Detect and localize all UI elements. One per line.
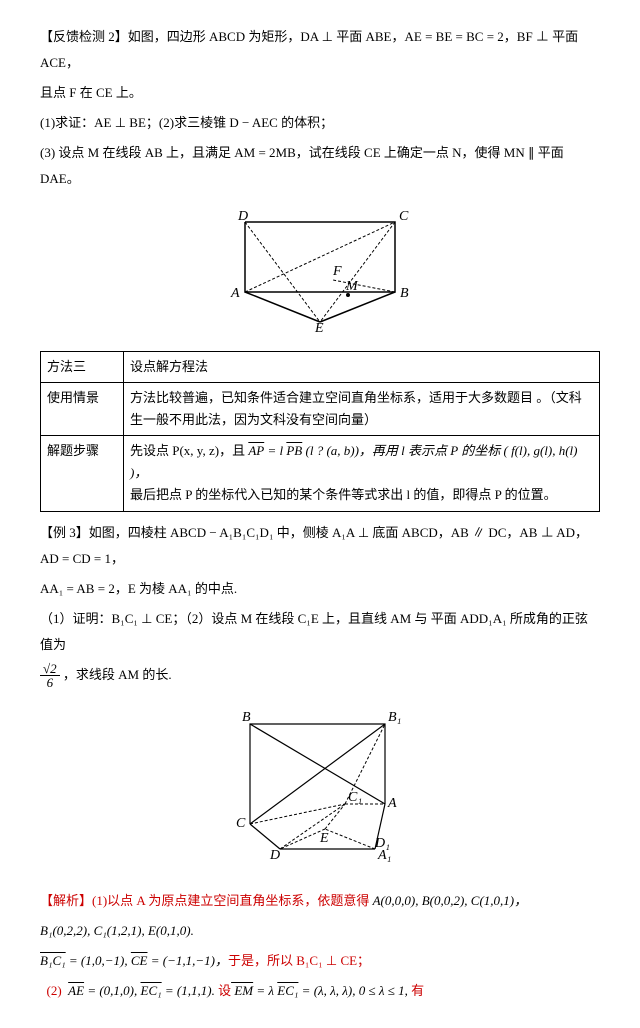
svg-text:B: B [400, 286, 409, 301]
frac-den: 6 [40, 676, 60, 689]
cell-scenario-label: 使用情景 [41, 383, 124, 436]
step-text3: 最后把点 P 的坐标代入已知的某个条件等式求出 l 的值，即得点 P 的位置。 [130, 487, 557, 502]
svg-text:B: B [242, 710, 251, 725]
solution-line2: B₁(0,2,2), C₁(1,2,1), E(0,1,0). [40, 918, 600, 944]
example3-lead2: AA₁ = AB = 2，E 为棱 AA₁ 的中点. [40, 576, 600, 602]
svg-text:D: D [269, 848, 280, 863]
methods-table: 方法三 设点解方程法 使用情景 方法比较普遍，已知条件适合建立空间直角坐标系，适… [40, 351, 600, 512]
table-row: 方法三 设点解方程法 [41, 352, 600, 383]
sol4a: = (0,1,0), [84, 983, 140, 998]
frac-num: √2 [40, 662, 60, 676]
solution-line1: 【解析】(1)以点 A 为原点建立空间直角坐标系，依题意得 A(0,0,0), … [40, 888, 600, 914]
feedback2-q3: (3) 设点 M 在线段 AB 上，且满足 AM = 2MB，试在线段 CE 上… [40, 140, 600, 192]
figure-2: B B₁ C C₁ A A₁ D D₁ E [40, 699, 600, 878]
vec-em: EM [231, 983, 253, 998]
svg-text:F: F [332, 264, 342, 279]
table-row: 解题步骤 先设点 P(x, y, z)，且 AP = l PB (l ? (a,… [41, 436, 600, 511]
sol4c: 设 [218, 983, 231, 998]
svg-text:C: C [236, 816, 246, 831]
svg-text:A: A [230, 286, 240, 301]
svg-text:D₁: D₁ [374, 836, 390, 851]
q2-tail: ，求线段 AM 的长. [63, 667, 172, 682]
svg-text:A: A [387, 796, 397, 811]
sol3b: = (−1,1,−1)， [147, 953, 227, 968]
vec-pb: PB [286, 443, 302, 458]
feedback2-q1: (1)求证：AE ⊥ BE；(2)求三棱锥 D − AEC 的体积； [40, 110, 600, 136]
solution-line4: (2) AE = (0,1,0), EC₁ = (1,1,1). 设 EM = … [40, 978, 600, 1004]
cell-method: 方法三 [41, 352, 124, 383]
cell-steps: 先设点 P(x, y, z)，且 AP = l PB (l ? (a, b))，… [124, 436, 600, 511]
fraction: √2 6 [40, 662, 60, 689]
vec-ap: AP [248, 443, 264, 458]
sol4b: = (1,1,1). [162, 983, 218, 998]
figure-1: D C A B E F M [40, 202, 600, 341]
sol4-lbl: (2) [47, 983, 62, 998]
vec-b1c1: B₁C₁ [40, 953, 66, 968]
sol4d: = λ [253, 983, 277, 998]
cell-steps-label: 解题步骤 [41, 436, 124, 511]
sol3c: 于是，所以 B₁C₁ ⊥ CE； [228, 953, 370, 968]
table-row: 使用情景 方法比较普遍，已知条件适合建立空间直角坐标系，适用于大多数题目 。（文… [41, 383, 600, 436]
example3-lead1: 【例 3】如图，四棱柱 ABCD − A₁B₁C₁D₁ 中，侧棱 A₁A ⊥ 底… [40, 520, 600, 572]
svg-text:D: D [237, 209, 248, 224]
step-eq: = l [267, 443, 286, 458]
svg-text:E: E [314, 321, 324, 332]
sol-red1: 【解析】(1)以点 A 为原点建立空间直角坐标系，依题意得 [40, 893, 369, 908]
solution-line3: B₁C₁ = (1,0,−1), CE = (−1,1,−1)，于是，所以 B₁… [40, 948, 600, 974]
feedback2-lead1: 【反馈检测 2】如图，四边形 ABCD 为矩形，DA ⊥ 平面 ABE，AE =… [40, 24, 600, 76]
cell-method-name: 设点解方程法 [124, 352, 600, 383]
sol4e: = (λ, λ, λ), 0 ≤ λ ≤ 1, [298, 983, 411, 998]
sol-coords1: A(0,0,0), B(0,0,2), C(1,0,1)， [369, 893, 527, 908]
svg-text:C: C [399, 209, 409, 224]
svg-text:M: M [345, 279, 359, 294]
svg-text:E: E [319, 831, 329, 846]
sol4f: 有 [411, 983, 424, 998]
step-text: 先设点 P(x, y, z)，且 [130, 443, 248, 458]
sol3a: = (1,0,−1), [66, 953, 131, 968]
example3-q1: （1）证明：B₁C₁ ⊥ CE；（2）设点 M 在线段 C₁E 上，且直线 AM… [40, 606, 600, 658]
vec-ec1: EC₁ [141, 983, 162, 998]
vec-ce: CE [131, 953, 148, 968]
feedback2-lead2: 且点 F 在 CE 上。 [40, 80, 600, 106]
cell-scenario: 方法比较普遍，已知条件适合建立空间直角坐标系，适用于大多数题目 。（文科生一般不… [124, 383, 600, 436]
svg-text:B₁: B₁ [388, 710, 401, 725]
svg-text:C₁: C₁ [348, 790, 362, 805]
example3-q2: √2 6 ，求线段 AM 的长. [40, 662, 600, 690]
vec-ae: AE [68, 983, 84, 998]
vec-ec1b: EC₁ [277, 983, 298, 998]
